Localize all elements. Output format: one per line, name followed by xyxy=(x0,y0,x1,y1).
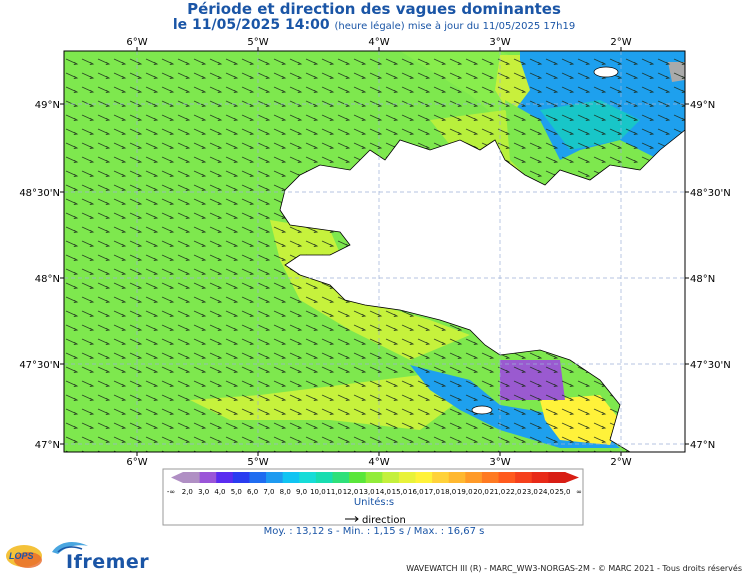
date-line: le 11/05/2025 14:00 (heure légale) mise … xyxy=(0,17,748,33)
lon-label-bottom: 6°W xyxy=(126,457,147,468)
lops-text: LOPS xyxy=(9,551,34,561)
colorbar-swatch xyxy=(249,472,267,483)
colorbar-tick-label: 17,0 xyxy=(424,488,440,496)
lon-label-bottom: 2°W xyxy=(610,457,631,468)
colorbar-tick-label: 15,0 xyxy=(392,488,408,496)
update-note: (heure légale) mise à jour du 11/05/2025… xyxy=(334,21,576,32)
lat-label-right: 47°30'N xyxy=(690,360,731,371)
colorbar-tick-label: 16,0 xyxy=(408,488,424,496)
colorbar-swatch xyxy=(199,472,217,483)
lat-label-right: 48°N xyxy=(690,274,715,285)
colorbar-swatch xyxy=(481,472,500,483)
lat-label-left: 49°N xyxy=(35,100,60,111)
colorbar-tick-label: ∞ xyxy=(576,488,582,496)
colorbar-swatch xyxy=(282,472,300,483)
colorbar-swatch xyxy=(515,472,533,483)
colorbar-tick-label: 11,0 xyxy=(326,488,342,496)
colorbar-swatch xyxy=(216,472,234,483)
map-border xyxy=(63,50,686,453)
colorbar-swatch xyxy=(548,472,566,483)
stats-line: Moy. : 13,12 s - Min. : 1,15 s / Max. : … xyxy=(263,526,485,537)
lon-label-bottom: 3°W xyxy=(489,457,510,468)
colorbar-tick-label: 23,0 xyxy=(522,488,538,496)
lat-label-left: 47°N xyxy=(35,440,60,451)
colorbar-swatch xyxy=(432,472,450,483)
lat-label-left: 48°N xyxy=(35,274,60,285)
lat-label-left: 47°30'N xyxy=(19,360,60,371)
colorbar-tick-label: 14,0 xyxy=(375,488,391,496)
ifremer-logo-mark xyxy=(52,542,88,554)
colorbar-tick-label: 9,0 xyxy=(296,488,307,496)
direction-label: direction xyxy=(362,515,406,526)
colorbar-tick-label: 19,0 xyxy=(457,488,473,496)
ifremer-logo-text: Ifremer xyxy=(66,551,150,573)
colorbar-tick-label: 10,0 xyxy=(310,488,326,496)
colorbar-tick-label: 2,0 xyxy=(182,488,193,496)
colorbar-tick-label: 12,0 xyxy=(343,488,359,496)
colorbar-tick-label: 25,0 xyxy=(555,488,571,496)
colorbar-tick-label: 8,0 xyxy=(280,488,291,496)
map-frame xyxy=(64,51,685,452)
land-brittany xyxy=(280,51,685,452)
lon-label-top: 3°W xyxy=(489,37,510,48)
colorbar-min-cap xyxy=(171,472,183,483)
colorbar-tick-label: -∞ xyxy=(167,488,175,496)
lat-label-right: 48°30'N xyxy=(690,188,731,199)
colorbar-swatch xyxy=(315,472,333,483)
lops-logo: LOPS xyxy=(6,545,42,568)
colorbar-swatch xyxy=(465,472,483,483)
colorbar-swatch xyxy=(365,472,383,483)
colorbar-swatch xyxy=(531,472,549,483)
colorbar-tick-label: 21,0 xyxy=(490,488,506,496)
colorbar-swatch xyxy=(382,472,400,483)
credit-text: WAVEWATCH III (R) - MARC_WW3-NORGAS-2M -… xyxy=(406,564,742,573)
lon-label-bottom: 4°W xyxy=(368,457,389,468)
lon-label-top: 2°W xyxy=(610,37,631,48)
map-title: Période et direction des vagues dominant… xyxy=(187,0,561,18)
colorbar-swatch xyxy=(232,472,250,483)
colorbar-swatch xyxy=(349,472,367,483)
lat-label-left: 48°30'N xyxy=(19,188,60,199)
colorbar-swatch xyxy=(415,472,433,483)
colorbar-swatch xyxy=(332,472,350,483)
lon-label-top: 6°W xyxy=(126,37,147,48)
colorbar-tick-label: 5,0 xyxy=(231,488,242,496)
colorbar-tick-label: 7,0 xyxy=(263,488,274,496)
unit-label: Unités:s xyxy=(353,497,395,508)
colorbar xyxy=(171,472,579,483)
colorbar-tick-label: 22,0 xyxy=(506,488,522,496)
direction-arrow-icon xyxy=(345,516,359,522)
colorbar-max-cap xyxy=(565,472,579,483)
date-text: le 11/05/2025 14:00 xyxy=(172,17,330,33)
lat-label-right: 47°N xyxy=(690,440,715,451)
lon-label-top: 5°W xyxy=(247,37,268,48)
colorbar-tick-label: 13,0 xyxy=(359,488,375,496)
colorbar-tick-label: 24,0 xyxy=(539,488,555,496)
colorbar-tick-label: 18,0 xyxy=(441,488,457,496)
graticule xyxy=(64,51,685,452)
lon-label-bottom: 5°W xyxy=(247,457,268,468)
lon-label-top: 4°W xyxy=(368,37,389,48)
colorbar-swatch xyxy=(299,472,317,483)
colorbar-swatch xyxy=(183,472,201,483)
lat-label-right: 49°N xyxy=(690,100,715,111)
colorbar-tick-label: 6,0 xyxy=(247,488,258,496)
colorbar-swatch xyxy=(448,472,466,483)
colorbar-swatch xyxy=(398,472,417,483)
colorbar-swatch xyxy=(498,472,516,483)
colorbar-swatch xyxy=(266,472,284,483)
colorbar-tick-label: 20,0 xyxy=(473,488,489,496)
colorbar-tick-label: 3,0 xyxy=(198,488,209,496)
colorbar-tick-label: 4,0 xyxy=(214,488,225,496)
